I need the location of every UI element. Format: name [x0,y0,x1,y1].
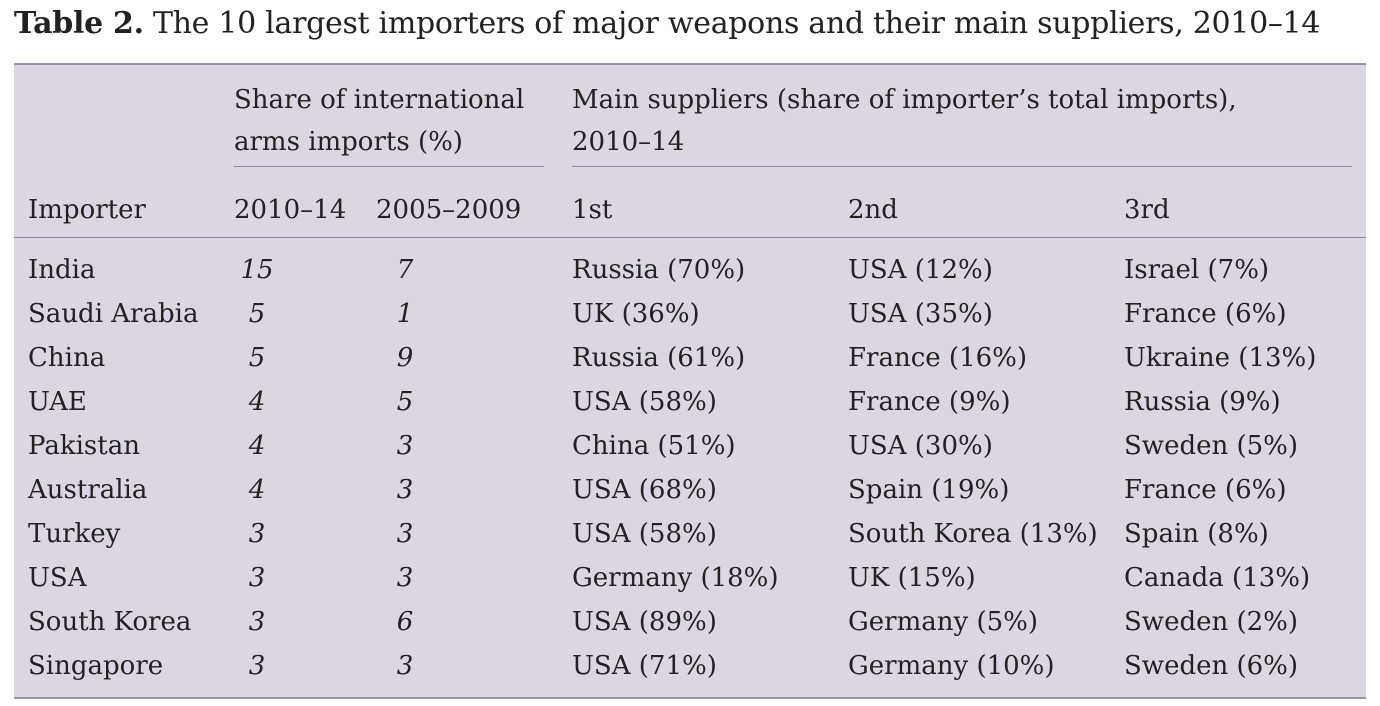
share-2005-2009-cell: 6 [396,607,414,637]
share-2010-14-cell: 3 [248,651,266,681]
header-suppliers-group: Main suppliers (share of importer’s tota… [572,85,1237,157]
supplier-3rd-cell: Canada (13%) [1124,563,1311,593]
importer-cell: UAE [28,387,87,417]
share-2005-2009-cell: 3 [396,651,414,681]
share-2010-14-cell: 4 [248,475,266,505]
importer-cell: China [28,343,106,373]
column-header-2005-2009: 2005–2009 [376,195,522,225]
header-rule [14,237,1366,238]
table-row: Pakistan 4 3 China (51%) USA (30%) Swede… [14,429,1366,473]
supplier-1st-cell: Russia (70%) [572,255,746,285]
share-2005-2009-cell: 3 [396,431,414,461]
supplier-1st-cell: USA (58%) [572,387,717,417]
share-2010-14-cell: 5 [248,299,266,329]
supplier-3rd-cell: Sweden (2%) [1124,607,1299,637]
importer-cell: USA [28,563,87,593]
table-row: USA 3 3 Germany (18%) UK (15%) Canada (1… [14,561,1366,605]
supplier-3rd-cell: Sweden (6%) [1124,651,1299,681]
supplier-2nd-cell: France (16%) [848,343,1028,373]
supplier-3rd-cell: Spain (8%) [1124,519,1269,549]
share-2010-14-cell: 15 [240,255,274,285]
supplier-2nd-cell: USA (30%) [848,431,993,461]
supplier-2nd-cell: UK (15%) [848,563,976,593]
table-row: South Korea 3 6 USA (89%) Germany (5%) S… [14,605,1366,649]
supplier-2nd-cell: USA (12%) [848,255,993,285]
table-row: Singapore 3 3 USA (71%) Germany (10%) Sw… [14,649,1366,693]
share-2005-2009-cell: 5 [396,387,414,417]
importer-cell: Saudi Arabia [28,299,199,329]
supplier-1st-cell: UK (36%) [572,299,700,329]
data-table: Share of international arms imports (%) … [14,63,1366,699]
supplier-2nd-cell: USA (35%) [848,299,993,329]
table-row: Turkey 3 3 USA (58%) South Korea (13%) S… [14,517,1366,561]
table-row: China 5 9 Russia (61%) France (16%) Ukra… [14,341,1366,385]
importer-cell: Singapore [28,651,164,681]
share-2010-14-cell: 3 [248,607,266,637]
table-label: Table 2. [14,6,144,41]
share-2010-14-cell: 3 [248,519,266,549]
importer-cell: Australia [28,475,148,505]
importer-cell: Pakistan [28,431,140,461]
share-2005-2009-cell: 7 [396,255,414,285]
share-2010-14-cell: 4 [248,387,266,417]
supplier-2nd-cell: Germany (5%) [848,607,1038,637]
share-2010-14-cell: 4 [248,431,266,461]
supplier-1st-cell: Germany (18%) [572,563,779,593]
supplier-3rd-cell: France (6%) [1124,475,1287,505]
header-suppliers-underline [572,166,1352,167]
supplier-2nd-cell: South Korea (13%) [848,519,1098,549]
supplier-3rd-cell: France (6%) [1124,299,1287,329]
share-2010-14-cell: 3 [248,563,266,593]
table-row: India 15 7 Russia (70%) USA (12%) Israel… [14,253,1366,297]
supplier-2nd-cell: Germany (10%) [848,651,1055,681]
share-2010-14-cell: 5 [248,343,266,373]
supplier-1st-cell: USA (89%) [572,607,717,637]
share-2005-2009-cell: 1 [396,299,414,329]
importer-cell: India [28,255,96,285]
supplier-2nd-cell: Spain (19%) [848,475,1010,505]
column-header-importer: Importer [28,195,146,225]
column-header-2010-14: 2010–14 [234,195,347,225]
supplier-1st-cell: Russia (61%) [572,343,746,373]
share-2005-2009-cell: 3 [396,475,414,505]
table-caption: Table 2. The 10 largest importers of maj… [14,6,1320,41]
header-share-group: Share of international arms imports (%) [234,85,525,157]
table-title: The 10 largest importers of major weapon… [143,6,1321,41]
share-2005-2009-cell: 3 [396,519,414,549]
supplier-3rd-cell: Israel (7%) [1124,255,1270,285]
supplier-3rd-cell: Ukraine (13%) [1124,343,1317,373]
supplier-3rd-cell: Sweden (5%) [1124,431,1299,461]
supplier-1st-cell: USA (68%) [572,475,717,505]
supplier-1st-cell: USA (71%) [572,651,717,681]
supplier-2nd-cell: France (9%) [848,387,1011,417]
column-header-2nd: 2nd [848,195,898,225]
importer-cell: Turkey [28,519,121,549]
importer-cell: South Korea [28,607,192,637]
supplier-1st-cell: China (51%) [572,431,736,461]
supplier-1st-cell: USA (58%) [572,519,717,549]
table-row: Saudi Arabia 5 1 UK (36%) USA (35%) Fran… [14,297,1366,341]
table-row: Australia 4 3 USA (68%) Spain (19%) Fran… [14,473,1366,517]
column-header-3rd: 3rd [1124,195,1170,225]
share-2005-2009-cell: 9 [396,343,414,373]
share-2005-2009-cell: 3 [396,563,414,593]
column-header-1st: 1st [572,195,613,225]
supplier-3rd-cell: Russia (9%) [1124,387,1281,417]
header-share-underline [234,166,544,167]
table-row: UAE 4 5 USA (58%) France (9%) Russia (9%… [14,385,1366,429]
